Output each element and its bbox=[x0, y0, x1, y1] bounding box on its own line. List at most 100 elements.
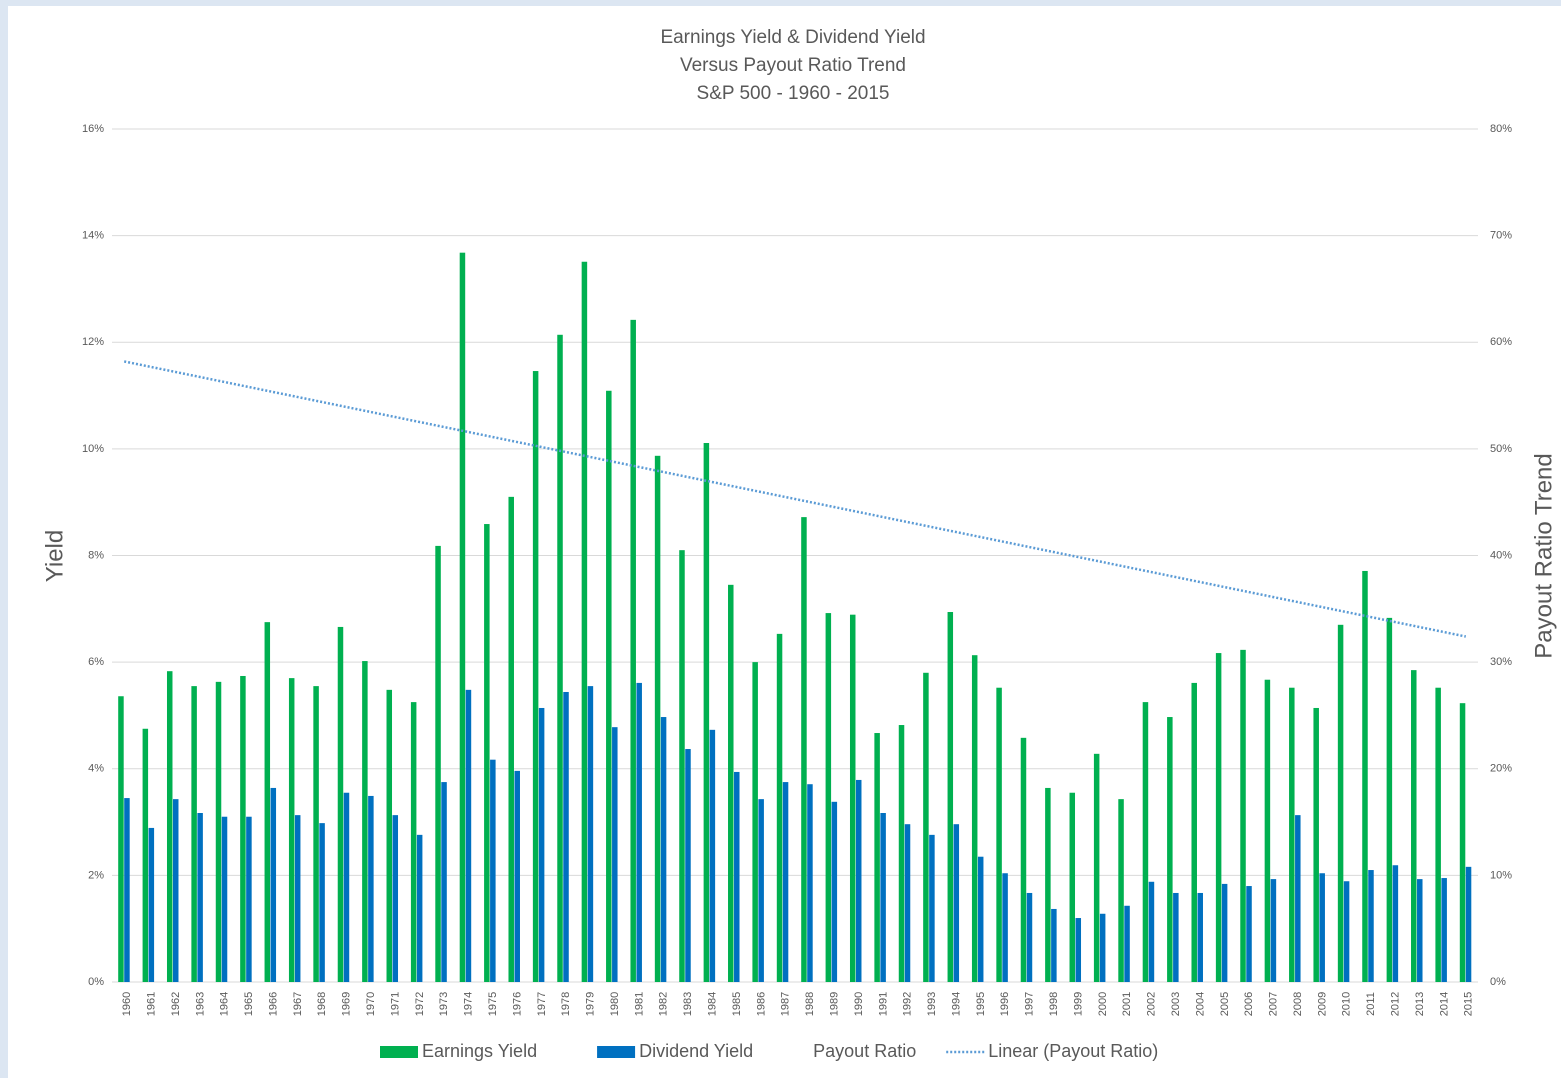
x-tick-label: 1964 bbox=[219, 992, 231, 1016]
x-tick-label: 2003 bbox=[1170, 992, 1182, 1016]
bar bbox=[1124, 905, 1130, 982]
bar bbox=[898, 725, 905, 982]
bar bbox=[386, 689, 393, 982]
bar bbox=[1197, 892, 1203, 982]
x-tick-label: 1960 bbox=[121, 992, 133, 1016]
bar bbox=[1386, 617, 1393, 982]
bar bbox=[1075, 918, 1082, 982]
bar bbox=[197, 812, 203, 982]
x-tick-label: 1977 bbox=[536, 992, 548, 1016]
bar bbox=[532, 371, 539, 982]
x-tick-label: 1974 bbox=[463, 992, 475, 1016]
x-tick-label: 2004 bbox=[1194, 992, 1206, 1016]
bar bbox=[221, 816, 228, 982]
x-tick-label: 2009 bbox=[1316, 992, 1328, 1016]
bar bbox=[465, 689, 472, 982]
x-tick-label: 1963 bbox=[194, 992, 206, 1016]
bar bbox=[1246, 886, 1252, 982]
bar bbox=[1026, 892, 1033, 982]
bar bbox=[752, 662, 758, 982]
x-tick-label: 2008 bbox=[1292, 992, 1304, 1016]
legend-swatch bbox=[380, 1046, 418, 1058]
y2-tick-label: 80% bbox=[1490, 123, 1512, 135]
x-tick-label: 1991 bbox=[877, 992, 889, 1016]
bar bbox=[172, 799, 179, 982]
x-tick-label: 2005 bbox=[1219, 992, 1231, 1016]
bar bbox=[215, 681, 222, 982]
bar bbox=[1045, 787, 1051, 982]
bar bbox=[514, 770, 520, 982]
x-tick-label: 1967 bbox=[292, 992, 304, 1016]
bar bbox=[1295, 815, 1301, 982]
x-tick-label: 1973 bbox=[438, 992, 450, 1016]
bar bbox=[1221, 883, 1228, 982]
bar bbox=[825, 613, 832, 982]
bar bbox=[1093, 753, 1100, 982]
bar bbox=[581, 261, 588, 982]
x-tick-label: 1987 bbox=[780, 992, 792, 1016]
bar bbox=[288, 678, 295, 982]
y2-tick-label: 10% bbox=[1490, 869, 1512, 881]
y2-tick-label: 70% bbox=[1490, 230, 1512, 242]
bar bbox=[118, 696, 124, 982]
x-tick-label: 1997 bbox=[1024, 992, 1036, 1016]
bar bbox=[490, 759, 496, 982]
bar bbox=[855, 779, 862, 982]
legend-label: Earnings Yield bbox=[422, 1041, 537, 1061]
bar bbox=[636, 682, 642, 982]
bar bbox=[1319, 873, 1325, 982]
x-tick-label: 1982 bbox=[658, 992, 670, 1016]
x-tick-label: 2002 bbox=[1146, 992, 1158, 1016]
legend-swatch bbox=[597, 1046, 636, 1058]
y-tick-label: 0% bbox=[88, 976, 104, 988]
x-tick-label: 1996 bbox=[999, 992, 1011, 1016]
x-tick-label: 1979 bbox=[585, 992, 597, 1016]
x-tick-label: 2012 bbox=[1390, 992, 1402, 1016]
x-tick-label: 1968 bbox=[316, 992, 328, 1016]
bar bbox=[587, 686, 594, 982]
bar bbox=[977, 856, 984, 982]
bar bbox=[435, 545, 441, 982]
bar bbox=[1368, 870, 1374, 982]
bar bbox=[1417, 879, 1423, 982]
x-tick-label: 1976 bbox=[511, 992, 523, 1016]
x-tick-label: 1980 bbox=[609, 992, 621, 1016]
bar bbox=[1069, 792, 1076, 982]
bar bbox=[1020, 737, 1027, 982]
bar bbox=[1313, 707, 1319, 982]
y2-tick-label: 0% bbox=[1490, 976, 1506, 988]
y-tick-label: 14% bbox=[82, 230, 104, 242]
x-tick-label: 1988 bbox=[804, 992, 816, 1016]
bar bbox=[734, 771, 740, 982]
x-tick-label: 1990 bbox=[853, 992, 865, 1016]
bar bbox=[563, 691, 569, 982]
bar bbox=[1167, 717, 1173, 982]
bar bbox=[246, 816, 252, 982]
x-tick-label: 2013 bbox=[1414, 992, 1426, 1016]
x-tick-label: 1989 bbox=[828, 992, 840, 1016]
bar bbox=[124, 798, 130, 982]
bar bbox=[142, 728, 149, 982]
bar bbox=[758, 799, 764, 982]
bar bbox=[904, 824, 911, 982]
bar bbox=[508, 496, 514, 982]
y2-tick-label: 30% bbox=[1490, 656, 1512, 668]
x-tick-label: 1970 bbox=[365, 992, 377, 1016]
bar bbox=[459, 252, 466, 982]
bar bbox=[1362, 570, 1368, 982]
y-tick-label: 12% bbox=[82, 336, 104, 348]
bar bbox=[319, 823, 325, 982]
bar bbox=[392, 815, 399, 982]
bar bbox=[953, 824, 960, 982]
bar bbox=[996, 687, 1002, 982]
x-tick-label: 1975 bbox=[487, 992, 499, 1016]
bar bbox=[612, 727, 618, 982]
bar bbox=[264, 622, 271, 982]
x-tick-label: 1984 bbox=[707, 992, 719, 1016]
y-tick-label: 10% bbox=[82, 443, 104, 455]
bar bbox=[929, 834, 935, 982]
x-tick-label: 1999 bbox=[1072, 992, 1084, 1016]
bar bbox=[410, 702, 417, 982]
